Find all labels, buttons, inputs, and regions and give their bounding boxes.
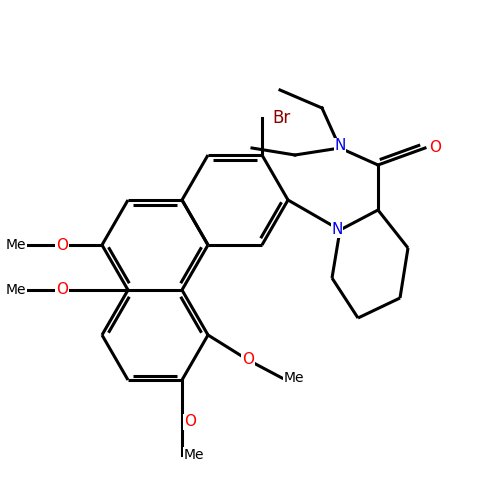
Text: Me: Me [284, 371, 304, 385]
Text: Me: Me [184, 448, 204, 462]
Text: O: O [56, 238, 68, 252]
Text: Me: Me [6, 238, 26, 252]
Text: Br: Br [272, 109, 290, 127]
Text: N: N [334, 138, 345, 154]
Text: O: O [184, 414, 196, 430]
Text: N: N [332, 222, 342, 238]
Text: Me: Me [6, 283, 26, 297]
Text: O: O [56, 282, 68, 298]
Text: O: O [429, 140, 441, 156]
Text: O: O [242, 352, 254, 368]
